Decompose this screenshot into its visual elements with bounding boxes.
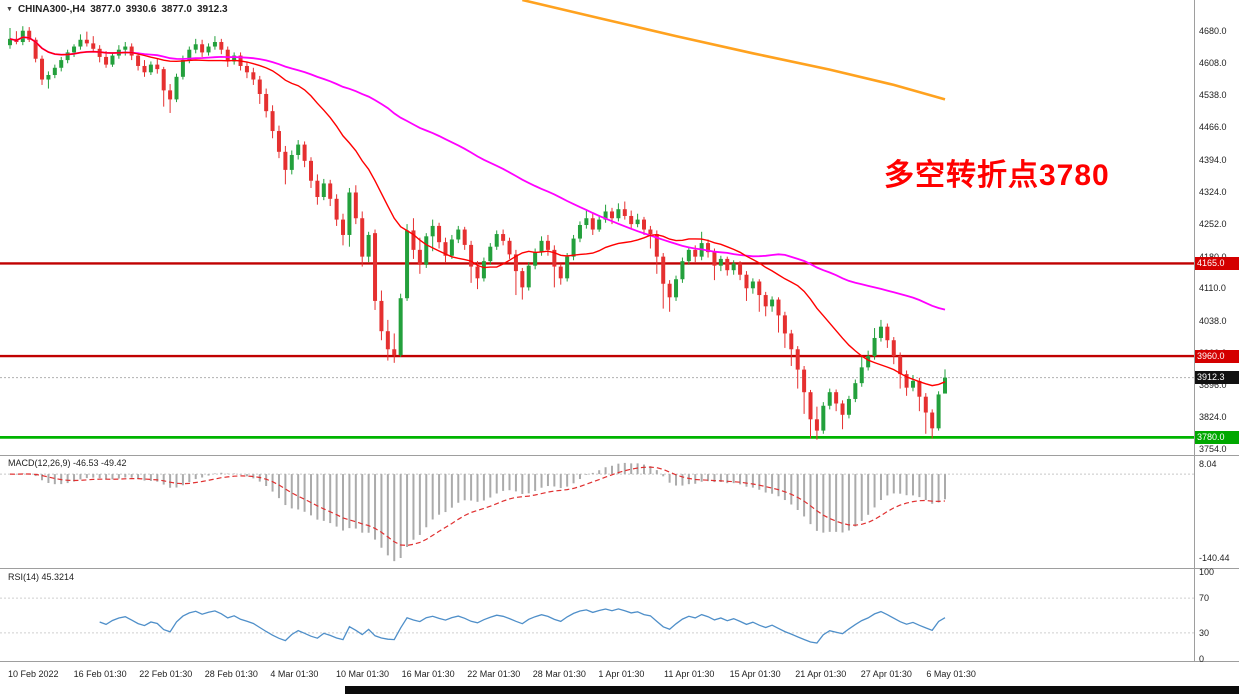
rsi-level-label: 70 <box>1199 593 1210 604</box>
time-axis[interactable]: 10 Feb 2022 16 Feb 01:30 22 Feb 01:30 28 Fe… <box>0 667 1239 683</box>
price-badge: 3912.3 <box>1195 371 1239 385</box>
ohlc-high: 3930.6 <box>125 4 157 15</box>
time-tick-label: 22 Mar 01:30 <box>467 669 521 679</box>
ohlc-low: 3877.0 <box>161 4 192 15</box>
price-badge: 4165.0 <box>1195 256 1239 270</box>
macd-panel[interactable] <box>0 462 1194 562</box>
price-tick-label: 3896.0 <box>1199 379 1227 390</box>
macd-rsi-separator[interactable] <box>0 568 1239 569</box>
rsi-level-label: 0 <box>1199 654 1205 664</box>
time-tick-label: 15 Apr 01:30 <box>729 669 781 679</box>
price-tick-label: 4394.0 <box>1199 154 1227 165</box>
time-tick-label: 16 Feb 01:30 <box>73 669 127 679</box>
annotation-text[interactable]: 多空转折点3780 <box>884 159 1110 192</box>
time-tick-label: 28 Mar 01:30 <box>532 669 586 679</box>
price-tick-label: 4466.0 <box>1199 122 1227 133</box>
time-tick-label: 27 Apr 01:30 <box>860 669 912 679</box>
rsi-level-label: 100 <box>1199 567 1215 577</box>
ohlc-open: 3877.0 <box>90 4 121 15</box>
rsi-level-label: 30 <box>1199 627 1210 638</box>
price-tick-label: 4608.0 <box>1199 58 1227 69</box>
chart-header: ▼ CHINA300-,H4 3877.0 3930.6 3877.0 3912… <box>6 4 228 15</box>
price-tick-label: 4252.0 <box>1199 219 1227 230</box>
axis-border-line <box>1194 0 1195 661</box>
price-tick-label: 4680.0 <box>1199 25 1227 36</box>
price-tick-label: 4038.0 <box>1199 315 1227 326</box>
time-tick-label: 10 Mar 01:30 <box>336 669 390 679</box>
price-panel[interactable] <box>0 0 1194 440</box>
time-tick-label: 1 Apr 01:30 <box>598 669 645 679</box>
price-tick-label: 4324.0 <box>1199 186 1227 197</box>
macd-indicator-label: MACD(12,26,9) -46.53 -49.42 <box>8 458 127 468</box>
macd-axis-min-label: -140.44 <box>1199 553 1230 563</box>
time-tick-label: 21 Apr 01:30 <box>795 669 847 679</box>
price-macd-separator[interactable] <box>0 455 1239 456</box>
price-tick-label: 4180.0 <box>1199 252 1227 262</box>
bottom-bar <box>345 686 1239 694</box>
rsi-timeaxis-separator <box>0 661 1239 662</box>
price-tick-label: 3754.0 <box>1199 444 1227 455</box>
time-tick-label: 11 Apr 01:30 <box>664 669 715 679</box>
time-tick-label: 16 Mar 01:30 <box>401 669 455 679</box>
price-tick-label: 4538.0 <box>1199 89 1227 100</box>
price-badge: 3960.0 <box>1195 349 1239 363</box>
price-badge: 3780.0 <box>1195 430 1239 444</box>
rsi-indicator-label: RSI(14) 45.3214 <box>8 572 75 582</box>
macd-axis-max-label: 8.04 <box>1199 459 1217 469</box>
time-tick-label: 28 Feb 01:30 <box>204 669 258 679</box>
rsi-panel[interactable] <box>0 597 1194 644</box>
time-tick-label: 4 Mar 01:30 <box>270 669 319 679</box>
symbol-timeframe-label: CHINA300-,H4 <box>17 4 86 15</box>
ohlc-close: 3912.3 <box>196 4 228 15</box>
chart-collapse-icon: ▼ <box>6 6 13 13</box>
time-tick-label: 10 Feb 2022 <box>8 669 59 679</box>
time-tick-label: 22 Feb 01:30 <box>139 669 193 679</box>
price-tick-label: 3824.0 <box>1199 412 1227 423</box>
time-tick-label: 6 May 01:30 <box>926 669 976 679</box>
price-tick-label: 4110.0 <box>1199 283 1226 294</box>
